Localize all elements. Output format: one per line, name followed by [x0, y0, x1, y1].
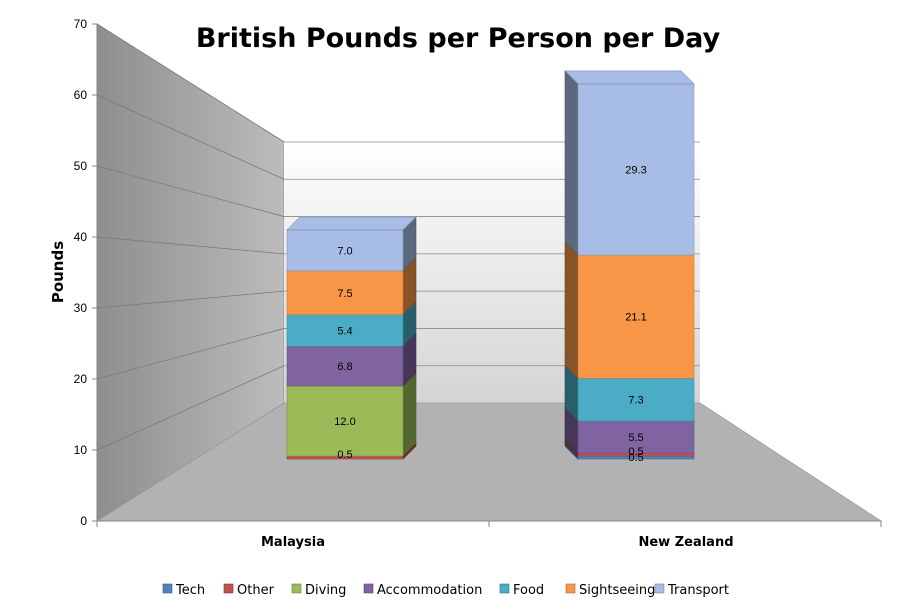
- y-tick-label: 60: [74, 88, 88, 102]
- y-tick-label: 10: [74, 443, 88, 457]
- legend-label: Other: [237, 583, 275, 598]
- bar-segment-sightseeing: [286, 270, 404, 315]
- y-axis: 0 10 20 30 40 50 60 70: [74, 17, 98, 528]
- legend-item-sightseeing: Sightseeing: [565, 583, 655, 598]
- legend-swatch: [565, 583, 576, 594]
- y-tick-label: 30: [74, 301, 88, 315]
- legend-label: Transport: [667, 583, 729, 598]
- legend-label: Accommodation: [377, 583, 482, 598]
- legend: Tech Other Diving Accommodation Food Sightsee…: [162, 583, 729, 598]
- side-gridline: [96, 94, 285, 180]
- data-label: 0.5: [337, 449, 352, 461]
- x-axis: Malaysia New Zealand: [96, 520, 882, 550]
- data-label: 0.5: [628, 446, 643, 458]
- bar-side-sightseeing: [564, 241, 579, 380]
- bar-segment-accommodation: [286, 345, 404, 387]
- data-label: 6.8: [337, 361, 352, 373]
- data-label: 12.0: [334, 416, 355, 428]
- bar-side-transport: [564, 70, 579, 256]
- legend-item-accommodation: Accommodation: [363, 583, 482, 598]
- data-label: 21.1: [625, 312, 646, 324]
- y-tick-label: 20: [74, 372, 88, 386]
- side-gridline: [96, 23, 285, 143]
- bar-top: [564, 70, 695, 85]
- bar-stack-new-zealand: 0.50.5 5.5 7.3 21.1 29.3: [564, 70, 695, 464]
- legend-item-other: Other: [223, 583, 275, 598]
- y-tick-label: 70: [74, 17, 88, 31]
- legend-swatch: [499, 583, 510, 594]
- legend-swatch: [291, 583, 302, 594]
- y-tick-label: 40: [74, 230, 88, 244]
- bar-segment-accommodation: [577, 420, 695, 454]
- bar-side-diving: [402, 372, 417, 457]
- legend-item-diving: Diving: [291, 583, 346, 598]
- legend-label: Diving: [305, 583, 346, 598]
- legend-swatch: [363, 583, 374, 594]
- category-label: New Zealand: [638, 535, 733, 550]
- legend-item-tech: Tech: [162, 583, 205, 598]
- data-label: 29.3: [625, 164, 646, 176]
- data-label: 0.5: [628, 452, 643, 464]
- side-gridline: [96, 165, 285, 217]
- y-axis-title: Pounds: [49, 241, 67, 303]
- legend-swatch: [654, 583, 665, 594]
- data-label: 5.5: [628, 432, 643, 444]
- legend-label: Sightseeing: [579, 583, 655, 598]
- chart-title: British Pounds per Person per Day: [196, 23, 721, 54]
- side-gridline: [96, 236, 285, 255]
- bar-segment-food: [577, 378, 695, 422]
- legend-label: Tech: [175, 583, 205, 598]
- data-label: 7.0: [337, 245, 352, 257]
- bars: 0.512.06.85.47.57.00.50.55.57.321.129.3: [286, 70, 695, 464]
- bar-stack-malaysia: 0.5 12.0 6.8 5.4 7.5 7.0: [286, 216, 417, 461]
- legend-swatch: [162, 583, 173, 594]
- category-label: Malaysia: [261, 535, 325, 550]
- side-gridline: [96, 328, 285, 380]
- bar-segment-food: [286, 314, 404, 347]
- side-gridline: [96, 365, 285, 451]
- data-label: 7.5: [337, 288, 352, 300]
- y-tick-label: 0: [80, 514, 87, 528]
- legend-label: Food: [513, 583, 544, 598]
- legend-item-transport: Transport: [654, 583, 729, 598]
- y-tick-label: 50: [74, 159, 88, 173]
- side-gridline: [96, 290, 285, 309]
- bar-top: [286, 216, 417, 231]
- bar-segment-transport: [577, 83, 695, 256]
- bar-segment-diving: [286, 385, 404, 457]
- bar-segment-sightseeing: [577, 254, 695, 379]
- legend-swatch: [223, 583, 234, 594]
- data-label: 7.3: [628, 395, 643, 407]
- data-label: 5.4: [337, 325, 352, 337]
- legend-item-food: Food: [499, 583, 544, 598]
